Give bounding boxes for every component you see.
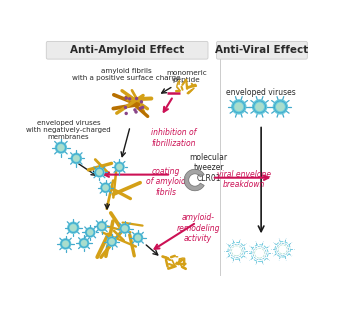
Circle shape — [96, 221, 107, 232]
Circle shape — [87, 229, 93, 235]
Circle shape — [255, 102, 264, 111]
Circle shape — [96, 169, 102, 175]
Text: inhibition of
fibrillization: inhibition of fibrillization — [151, 128, 196, 148]
Circle shape — [114, 162, 125, 172]
Text: amyloid-
remodeling
activity: amyloid- remodeling activity — [176, 213, 220, 243]
Circle shape — [135, 235, 141, 241]
Circle shape — [140, 101, 142, 103]
FancyBboxPatch shape — [46, 41, 208, 59]
Circle shape — [70, 224, 77, 231]
Circle shape — [125, 112, 127, 115]
Circle shape — [73, 155, 80, 162]
Circle shape — [139, 107, 141, 109]
Circle shape — [116, 164, 122, 170]
Text: viral envelope
breakdown: viral envelope breakdown — [217, 170, 271, 189]
Text: molecular
tweezer
CLR01: molecular tweezer CLR01 — [190, 153, 228, 183]
Text: monomeric
peptide: monomeric peptide — [166, 70, 207, 83]
Circle shape — [134, 109, 136, 111]
Circle shape — [234, 102, 243, 111]
PathPatch shape — [184, 169, 204, 191]
Circle shape — [85, 227, 96, 238]
Circle shape — [62, 241, 69, 247]
Circle shape — [276, 102, 285, 111]
Text: Anti-Amyloid Effect: Anti-Amyloid Effect — [70, 45, 184, 55]
Text: enveloped viruses: enveloped viruses — [226, 88, 296, 97]
Circle shape — [136, 98, 138, 100]
Circle shape — [125, 106, 127, 108]
Circle shape — [100, 182, 111, 193]
Circle shape — [109, 239, 115, 245]
Text: enveloped viruses
with negatively-charged
membranes: enveloped viruses with negatively-charge… — [26, 120, 111, 140]
Circle shape — [273, 99, 288, 115]
Circle shape — [135, 111, 137, 113]
Circle shape — [94, 167, 105, 178]
Circle shape — [119, 223, 130, 234]
Circle shape — [106, 236, 117, 247]
Circle shape — [79, 238, 89, 249]
Circle shape — [55, 141, 67, 154]
Circle shape — [125, 97, 127, 99]
Circle shape — [57, 144, 65, 151]
Circle shape — [67, 222, 79, 234]
Circle shape — [231, 99, 246, 115]
Text: coating
of amyloid
fibrils: coating of amyloid fibrils — [146, 167, 186, 197]
Text: amyloid fibrils
with a positive surface charge: amyloid fibrils with a positive surface … — [72, 68, 181, 81]
Circle shape — [141, 106, 144, 108]
Circle shape — [70, 153, 82, 164]
Circle shape — [122, 225, 128, 232]
Circle shape — [99, 223, 105, 229]
Circle shape — [102, 185, 109, 191]
Circle shape — [252, 99, 267, 115]
Circle shape — [81, 240, 87, 246]
FancyBboxPatch shape — [216, 41, 307, 59]
Text: Anti-Viral Effect: Anti-Viral Effect — [215, 45, 308, 55]
Circle shape — [129, 98, 131, 100]
Circle shape — [60, 238, 71, 250]
Circle shape — [132, 232, 143, 243]
